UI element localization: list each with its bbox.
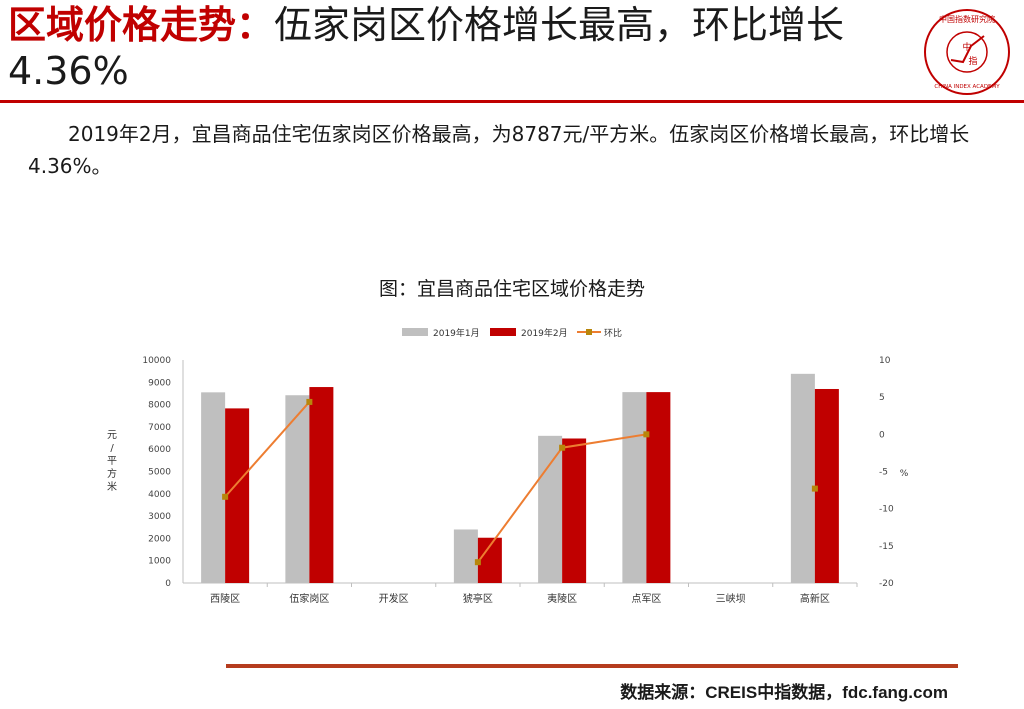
y-right-tick-label: -20 (879, 579, 894, 589)
y-right-tick-label: -15 (879, 542, 894, 552)
y-tick-label: 4000 (148, 490, 171, 500)
summary-paragraph: 2019年2月，宜昌商品住宅伍家岗区价格最高，为8787元/平方米。伍家岗区价格… (28, 122, 970, 178)
y-tick-label: 6000 (148, 445, 171, 455)
mom-point (222, 493, 229, 500)
y-right-tick-label: -5 (879, 468, 888, 478)
y-axis-label-char: 元 (107, 430, 117, 441)
y-tick-label: 2000 (148, 534, 171, 544)
y-tick-label: 3000 (148, 512, 171, 522)
x-tick-label: 点军区 (631, 593, 661, 605)
mom-point (643, 431, 650, 438)
y-right-tick-label: 5 (879, 393, 885, 403)
y-right-tick-label: 0 (879, 430, 885, 440)
y-tick-label: 10000 (142, 356, 171, 366)
legend-label-jan: 2019年1月 (433, 327, 480, 339)
legend-label-feb: 2019年2月 (521, 327, 568, 339)
y-tick-label: 8000 (148, 401, 171, 411)
x-tick-label: 三峡坝 (716, 592, 746, 605)
x-tick-label: 高新区 (800, 592, 830, 605)
bar-jan (453, 529, 478, 583)
x-tick-label: 伍家岗区 (289, 592, 329, 605)
y-right-axis-label: % (900, 469, 909, 479)
mom-point (559, 444, 566, 451)
legend-marker-mom (586, 329, 592, 335)
y-right-tick-label: 10 (879, 356, 891, 366)
bar-jan (622, 392, 647, 583)
data-source: 数据来源：CREIS中指数据，fdc.fang.com (620, 683, 948, 702)
page-title: 区域价格走势：伍家岗区价格增长最高，环比增长4.36% (8, 2, 888, 94)
mom-point (474, 559, 481, 566)
x-tick-label: 西陵区 (210, 593, 240, 605)
mom-point (306, 398, 313, 405)
bar-feb (646, 392, 671, 583)
chart-title: 图：宜昌商品住宅区域价格走势 (378, 278, 645, 300)
y-axis-label-char: 米 (107, 480, 117, 493)
title-highlight: 区域价格走势： (8, 3, 275, 47)
source-divider (226, 664, 958, 668)
logo-english-text: CHINA INDEX ACADEMY (934, 84, 1000, 90)
y-tick-label: 5000 (148, 468, 171, 478)
china-index-academy-logo: 中 指 中国指数研究院 CHINA INDEX ACADEMY (924, 9, 1010, 95)
logo-center-bottom: 指 (968, 55, 977, 67)
y-axis-label-char: / (110, 443, 114, 454)
bar-feb (814, 388, 839, 583)
bar-feb (309, 387, 334, 583)
legend-swatch-jan (402, 328, 428, 336)
bar-jan (538, 435, 563, 583)
x-tick-label: 猇亭区 (463, 592, 493, 605)
bar-jan (285, 395, 310, 583)
legend-label-mom: 环比 (604, 327, 622, 339)
y-tick-label: 7000 (148, 423, 171, 433)
legend-swatch-feb (490, 328, 516, 336)
bar-feb (225, 408, 250, 583)
logo-chinese-text: 中国指数研究院 (939, 14, 995, 24)
x-tick-label: 夷陵区 (547, 592, 577, 605)
title-rest: 伍家岗区价格增长最高，环比增长4.36% (8, 3, 845, 93)
y-axis-label-char: 方 (107, 467, 117, 480)
bar-jan (201, 392, 226, 583)
mom-line (224, 401, 311, 498)
y-tick-label: 9000 (148, 378, 171, 388)
title-divider (0, 100, 1024, 103)
mom-point (811, 485, 818, 492)
bar-feb (562, 438, 587, 583)
x-tick-label: 开发区 (379, 592, 409, 605)
y-tick-label: 0 (165, 579, 171, 589)
y-axis-label-char: 平 (107, 456, 117, 467)
bar-jan (790, 373, 815, 583)
y-right-tick-label: -10 (879, 505, 894, 515)
y-tick-label: 1000 (148, 557, 171, 567)
logo-center-top: 中 (962, 41, 971, 53)
